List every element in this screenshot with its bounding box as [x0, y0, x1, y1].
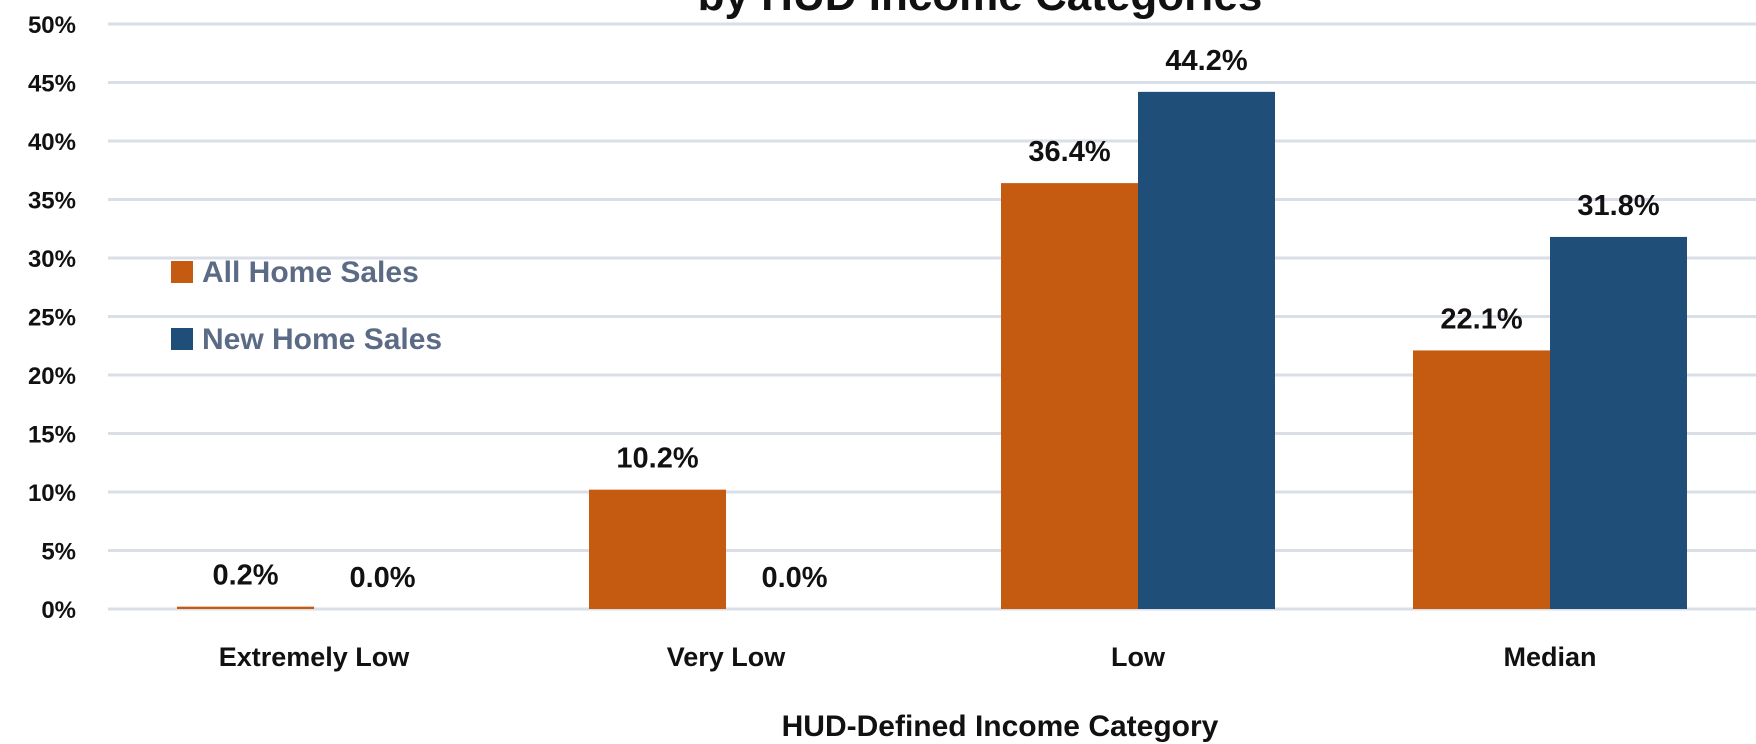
y-tick-label: 20% [28, 363, 76, 390]
data-label: 0.0% [761, 562, 827, 594]
bar [1413, 350, 1550, 609]
data-label: 44.2% [1165, 45, 1247, 77]
legend-label: New Home Sales [202, 323, 442, 356]
y-tick-label: 10% [28, 480, 76, 507]
y-tick-label: 5% [41, 539, 76, 566]
data-label: 10.2% [616, 443, 698, 475]
y-axis-ticks: 0% 5% 10% 15% 20% 25% 30% 35% 40% 45% 50% [28, 12, 76, 624]
data-label: 36.4% [1028, 136, 1110, 168]
legend-swatch [171, 328, 193, 350]
bar [1138, 91, 1275, 610]
x-axis-category-labels: Extremely Low Very Low Low Median [219, 642, 1597, 672]
x-axis-title: HUD-Defined Income Category [782, 710, 1219, 743]
y-tick-label: 35% [28, 188, 76, 215]
bar [589, 489, 726, 609]
data-label: 31.8% [1577, 190, 1659, 222]
gridlines [108, 22, 1756, 611]
legend-swatch [171, 261, 193, 283]
chart-title: by HUD Income Categories [698, 0, 1263, 20]
bars [177, 91, 1687, 610]
bar [1001, 183, 1138, 609]
y-tick-label: 15% [28, 422, 76, 449]
y-tick-label: 40% [28, 129, 76, 156]
bar [1550, 236, 1687, 609]
x-tick-label: Median [1503, 642, 1596, 672]
y-tick-label: 50% [28, 12, 76, 39]
x-tick-label: Very Low [667, 642, 787, 672]
x-tick-label: Low [1111, 642, 1166, 672]
legend-label: All Home Sales [202, 256, 419, 289]
y-tick-label: 30% [28, 246, 76, 273]
data-label: 0.0% [349, 562, 415, 594]
data-labels: 0.2% 0.0% 10.2% 0.0% 36.4% 44.2% 22.1% 31.8% [212, 45, 1659, 594]
legend: All Home Sales New Home Sales [171, 256, 442, 356]
y-tick-label: 25% [28, 305, 76, 332]
data-label: 0.2% [212, 560, 278, 592]
data-label: 22.1% [1440, 303, 1522, 335]
y-tick-label: 0% [41, 597, 76, 624]
y-tick-label: 45% [28, 71, 76, 98]
x-tick-label: Extremely Low [219, 642, 411, 672]
bar [177, 606, 314, 609]
